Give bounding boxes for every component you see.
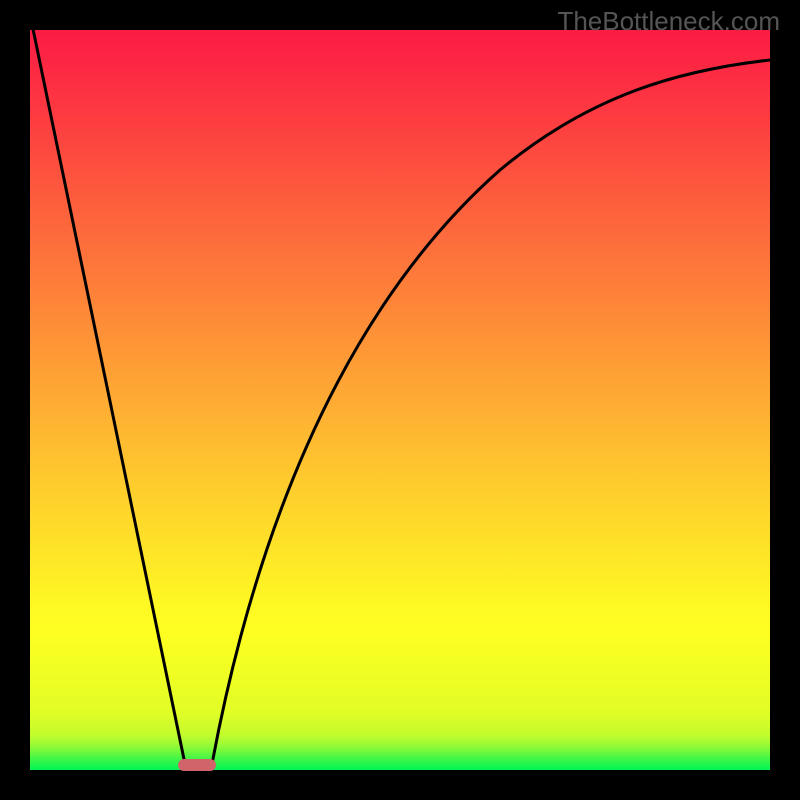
plot-area	[30, 30, 770, 770]
background-gradient	[30, 30, 770, 770]
watermark-text: TheBottleneck.com	[557, 6, 780, 37]
optimal-point-marker	[178, 759, 216, 771]
chart-frame: TheBottleneck.com	[0, 0, 800, 800]
